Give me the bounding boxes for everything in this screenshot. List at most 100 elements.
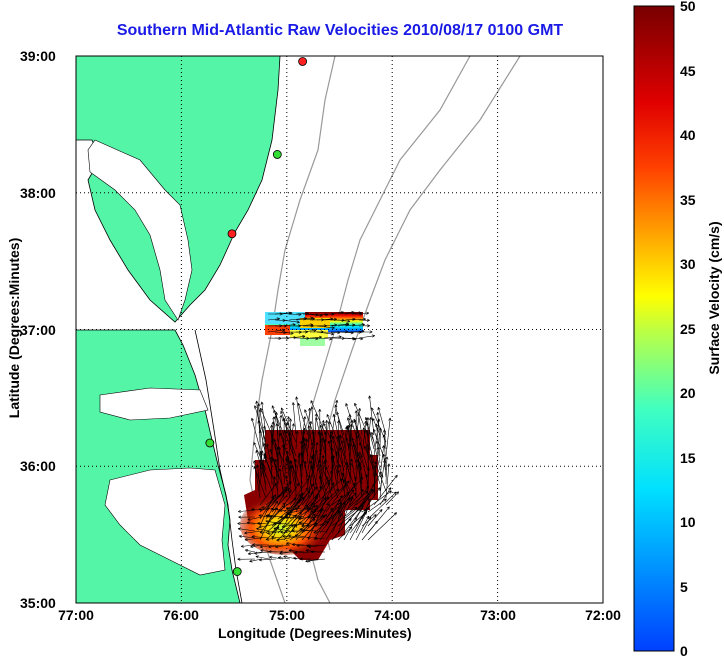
- y-tick-label: 38:00: [20, 185, 56, 201]
- plot-border: [75, 55, 604, 604]
- velocity-arrow: [311, 431, 315, 464]
- velocity-arrow: [337, 319, 351, 323]
- station-markers: [205, 57, 308, 576]
- velocity-arrow: [254, 551, 270, 555]
- velocity-arrow: [258, 558, 277, 562]
- velocity-arrow: [304, 438, 309, 464]
- velocity-arrow: [258, 507, 270, 511]
- velocity-arrow: [237, 527, 256, 532]
- velocity-arrow: [382, 434, 387, 471]
- velocity-arrow: [306, 507, 319, 511]
- velocity-arrow: [312, 513, 326, 518]
- velocity-arrow: [265, 537, 277, 541]
- velocity-arrow: [358, 311, 370, 315]
- velocity-arrow: [367, 498, 387, 513]
- velocity-arrow: [316, 325, 335, 330]
- velocity-arrow: [364, 417, 375, 450]
- velocity-arrow: [369, 454, 381, 485]
- velocity-arrow: [353, 419, 363, 450]
- velocity-arrow: [309, 460, 315, 485]
- velocity-arrow: [259, 544, 277, 549]
- velocity-arrow: [301, 430, 306, 457]
- velocity-arrow: [358, 334, 376, 339]
- velocity-arrow: [345, 403, 357, 436]
- velocity-arrow: [329, 470, 333, 492]
- velocity-arrow: [367, 509, 383, 527]
- colorbar-tick: 15: [680, 449, 696, 466]
- velocity-arrow: [314, 537, 326, 541]
- velocity-arrow: [367, 467, 371, 492]
- velocity-arrow: [268, 544, 284, 549]
- velocity-arrow: [251, 535, 270, 539]
- velocity-arrow: [255, 555, 270, 560]
- velocity-arrow: [373, 472, 377, 499]
- velocity-arrow: [358, 324, 371, 328]
- velocity-arrow: [350, 458, 357, 485]
- velocity-arrow: [271, 535, 284, 539]
- colorbar-tick: 0: [680, 643, 688, 659]
- velocity-arrow: [356, 459, 363, 499]
- velocity-arrow: [298, 521, 312, 525]
- velocity-arrow: [318, 460, 327, 478]
- velocity-arrow: [316, 331, 334, 336]
- station-marker: [232, 567, 242, 576]
- velocity-arrow: [367, 512, 397, 541]
- x-tick-label: 76:00: [163, 607, 199, 623]
- velocity-arrow: [288, 534, 305, 539]
- x-tick-label: 74:00: [374, 607, 410, 623]
- velocity-arrow: [343, 479, 351, 499]
- velocity-arrow: [261, 506, 277, 511]
- velocity-arrow: [362, 427, 369, 457]
- y-tick-label: 36:00: [20, 458, 56, 474]
- velocity-arrow: [291, 529, 305, 533]
- velocity-arrow: [256, 527, 270, 532]
- x-tick-label: 75:00: [269, 607, 305, 623]
- velocity-arrow: [314, 449, 321, 471]
- velocity-arrow: [275, 423, 279, 443]
- velocity-arrow: [346, 425, 357, 464]
- velocity-arrow: [370, 432, 381, 471]
- chesapeake-bay: [87, 139, 193, 321]
- velocity-arrow: [303, 460, 309, 492]
- y-tick-label: 39:00: [20, 48, 56, 64]
- y-axis-label: Latitude (Degrees:Minutes): [6, 237, 22, 419]
- velocity-arrow: [238, 534, 256, 539]
- velocity-arrow: [367, 417, 373, 443]
- velocity-arrow: [244, 537, 263, 542]
- velocity-arrow: [274, 459, 279, 499]
- velocity-arrow: [367, 506, 390, 534]
- velocity-patch-north: [300, 318, 330, 328]
- colorbar-tick: 40: [680, 127, 696, 143]
- velocity-arrow: [332, 414, 339, 436]
- velocity-arrow: [277, 446, 285, 478]
- velocity-arrow: [282, 534, 298, 539]
- velocity-arrow: [334, 404, 345, 443]
- x-axis-label: Longitude (Degrees:Minutes): [218, 625, 412, 641]
- velocity-arrow: [294, 458, 298, 499]
- colorbar-label: Surface Velocity (cm/s): [706, 221, 722, 375]
- station-marker: [298, 57, 308, 66]
- velocity-arrow: [276, 537, 291, 542]
- velocity-arrow: [365, 474, 369, 499]
- velocity-arrow: [260, 462, 273, 492]
- velocity-arrow: [299, 557, 312, 561]
- colorbar-tick: 30: [680, 256, 696, 272]
- velocity-arrow: [288, 432, 297, 471]
- velocity-arrow: [247, 516, 263, 521]
- figure-title: Southern Mid-Atlantic Raw Velocities 201…: [116, 22, 564, 39]
- velocity-arrow: [315, 417, 321, 436]
- velocity-arrow: [260, 401, 267, 436]
- velocity-arrow: [326, 414, 339, 443]
- velocity-arrow: [367, 446, 371, 478]
- velocity-arrow: [289, 423, 295, 450]
- velocity-arrow: [238, 515, 256, 519]
- velocity-arrow: [336, 435, 345, 457]
- velocity-arrow: [358, 318, 370, 322]
- velocity-arrow: [310, 406, 315, 443]
- velocity-arrow: [260, 407, 273, 436]
- barrier-islands: [194, 329, 243, 603]
- velocity-arrow: [275, 544, 291, 549]
- velocity-arrow: [310, 509, 326, 514]
- velocity-arrow: [282, 418, 297, 457]
- colorbar-tick: 50: [680, 0, 696, 14]
